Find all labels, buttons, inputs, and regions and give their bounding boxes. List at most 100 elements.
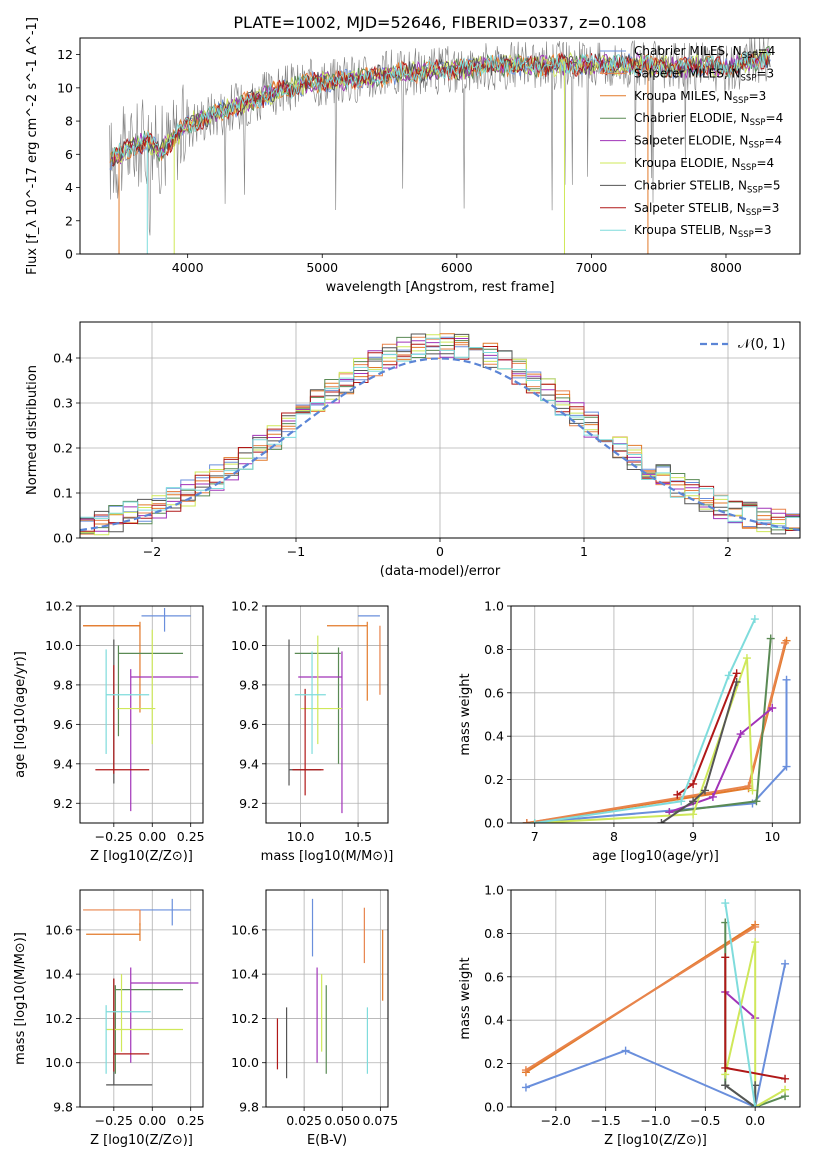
y-tick-label: 0.4: [484, 729, 504, 744]
x-tick-label: 0.0: [745, 1113, 765, 1128]
y-tick-label: 10.0: [45, 1055, 73, 1070]
data-point-chabrier_miles: [521, 1083, 530, 1092]
x-axis-label: E(B-V): [307, 1133, 347, 1148]
y-tick-label: 9.8: [239, 677, 259, 692]
legend-label: Chabrier MILES, NSSP=4: [634, 44, 775, 61]
weight-vs-z-panel: −2.0 −1.5 −1.0 −0.5 0.0 0.0 0.2 0.4 0.6 0.8 1.0 Z […: [458, 883, 801, 1148]
x-tick-label: 0.050: [324, 1113, 360, 1128]
plot-area: [276, 898, 384, 1079]
y-tick-label: 10.0: [231, 638, 259, 653]
weight-vs-age-panel: 7 8 9 10 0.0 0.2 0.4 0.6 0.8 1.0 age [log10(age/yr…: [458, 599, 801, 864]
y-tick-label: 0.0: [53, 531, 73, 546]
legend-count: =3: [756, 66, 774, 80]
y-tick-label: 12: [57, 47, 73, 62]
histogram-chabrier_stelib: [80, 333, 800, 535]
y-axis-label: mass [log10(M/M⊙)]: [13, 932, 28, 1065]
y-axis-label: age [log10(age/yr)]: [13, 651, 28, 778]
y-tick-label: 0.2: [53, 441, 73, 456]
x-tick-label: 6000: [441, 260, 473, 275]
series-line-chabrier_miles: [525, 963, 787, 1107]
x-axis-label: (data-model)/error: [380, 564, 501, 579]
axes-frame: [79, 605, 204, 824]
x-tick-label: −0.5: [690, 1113, 720, 1128]
x-axis-label: Z [log10(Z/Z⊙)]: [90, 849, 193, 864]
legend-count: =4: [758, 44, 776, 58]
x-tick-label: 0.00: [138, 1113, 166, 1128]
residual-histogram-panel: −2 −1 0 1 2 0.0 0.1 0.2 0.3 0.4 (data-model)/error…: [25, 321, 801, 579]
legend-count: =3: [762, 201, 780, 215]
age-vs-mass-panel: 10.0 10.5 9.2 9.4 9.6 9.8 10.0 10.2 mass [log10(…: [231, 599, 393, 865]
legend-subscript: SSP: [746, 208, 762, 218]
spectrum-panel: 4000 5000 6000 7000 8000 0 2 4 6 8 10 12 wavelength …: [25, 17, 801, 295]
y-tick-label: 0.4: [53, 351, 73, 366]
y-tick-label: 0.0: [484, 1100, 504, 1115]
legend-subscript: SSP: [748, 141, 764, 151]
legend-subscript: SSP: [747, 185, 763, 195]
series-line-chabrier_stelib: [660, 681, 738, 823]
legend-label: Kroupa ELODIE, NSSP=4: [634, 156, 774, 173]
plot-area: [83, 607, 199, 812]
x-tick-label: 8000: [710, 260, 742, 275]
x-tick-label: 0.25: [177, 1113, 205, 1128]
series-line-kroupa_stelib: [534, 618, 756, 823]
x-tick-label: 2: [724, 544, 732, 559]
plot-area: [288, 615, 381, 814]
series-line-chabrier_miles: [526, 679, 788, 823]
y-tick-label: 10: [57, 80, 73, 95]
spectrum-legend: Chabrier MILES, NSSP=4 Salpeter MILES, NS…: [600, 44, 783, 240]
x-tick-label: 0: [436, 544, 444, 559]
y-tick-label: 10.6: [231, 922, 259, 937]
legend-label: 𝒩(0, 1): [738, 337, 785, 352]
y-tick-label: 0.2: [484, 1056, 504, 1071]
y-tick-label: 10.2: [231, 599, 259, 614]
plot-area: [522, 615, 791, 823]
axes-frame: [510, 605, 801, 824]
x-tick-label: 10: [764, 829, 780, 844]
x-axis-label: mass [log10(M/M⊙)]: [261, 849, 394, 864]
y-tick-label: 9.2: [239, 796, 259, 811]
y-tick-label: 10.4: [45, 967, 73, 982]
series-line-chabrier_elodie: [669, 638, 772, 814]
y-tick-label: 8: [65, 114, 73, 129]
legend-count: =3: [749, 89, 767, 103]
axes-frame: [79, 889, 204, 1108]
y-tick-label: 9.8: [53, 677, 73, 692]
legend-count: =3: [754, 223, 772, 237]
legend-count: =4: [756, 156, 774, 170]
y-tick-label: 9.8: [53, 1100, 73, 1115]
data-point-kroupa_elodie: [748, 786, 757, 795]
data-point-salpeter_stelib: [689, 779, 698, 788]
figure-title: PLATE=1002, MJD=52646, FIBERID=0337, z=0…: [233, 13, 646, 32]
x-tick-label: −0.25: [95, 829, 133, 844]
legend-label: Chabrier STELIB, NSSP=5: [634, 178, 781, 195]
x-tick-label: −2.0: [541, 1113, 571, 1128]
x-tick-label: 5000: [306, 260, 338, 275]
y-tick-label: 9.8: [239, 1100, 259, 1115]
normal-curve: [80, 357, 800, 532]
legend-count: =4: [764, 134, 782, 148]
plot-area: [83, 898, 199, 1086]
x-tick-label: 8: [610, 829, 618, 844]
y-tick-label: 0.3: [53, 396, 73, 411]
data-point-kroupa_elodie: [751, 938, 760, 947]
plot-area: [109, 38, 771, 254]
x-tick-label: 10.0: [287, 829, 315, 844]
y-tick-label: 9.4: [239, 756, 259, 771]
legend-subscript: SSP: [738, 230, 754, 240]
data-point-chabrier_stelib: [721, 1081, 730, 1090]
data-point-kroupa_elodie: [742, 654, 751, 663]
axes-frame: [79, 37, 801, 255]
x-tick-label: −2: [143, 544, 161, 559]
plot-area: [80, 333, 800, 536]
x-axis-label: wavelength [Angstrom, rest frame]: [326, 280, 555, 295]
data-point-salpeter_stelib: [721, 1063, 730, 1072]
data-point-chabrier_elodie: [766, 634, 775, 643]
data-point-chabrier_stelib: [657, 819, 666, 823]
data-point-kroupa_stelib: [721, 899, 730, 908]
x-axis-label: Z [log10(Z/Z⊙)]: [604, 1133, 707, 1148]
y-tick-label: 0.6: [484, 969, 504, 984]
axes-frame: [265, 889, 389, 1108]
data-point-salpeter_miles: [751, 922, 760, 931]
data-point-kroupa_stelib: [677, 797, 686, 806]
y-tick-label: 10.2: [231, 1011, 259, 1026]
